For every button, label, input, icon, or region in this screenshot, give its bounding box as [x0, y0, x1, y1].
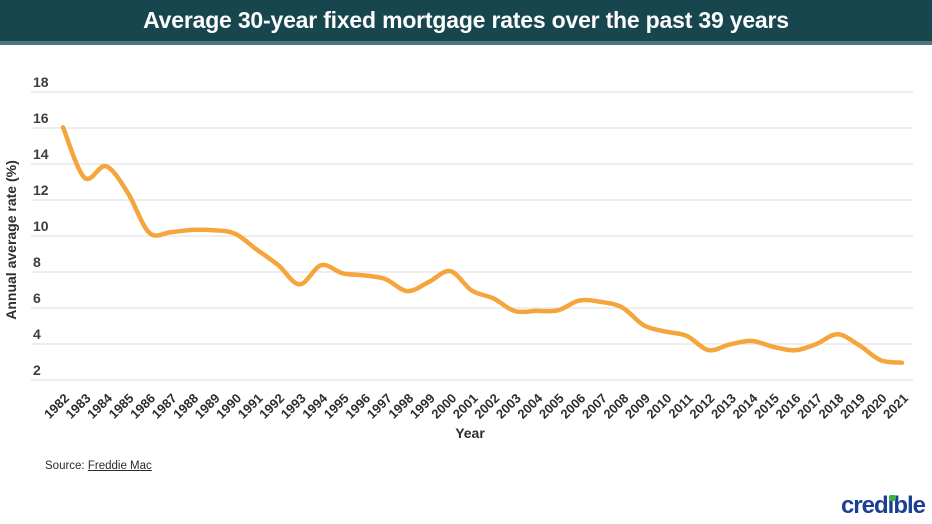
credible-logo: credible [840, 492, 926, 519]
svg-text:4: 4 [33, 326, 41, 342]
gridlines [31, 91, 913, 381]
svg-text:16: 16 [33, 110, 49, 126]
source-attribution: Source: Freddie Mac [45, 460, 152, 472]
svg-text:14: 14 [33, 146, 49, 162]
credible-logo-text: credible [840, 492, 926, 519]
svg-text:2021: 2021 [880, 391, 911, 422]
svg-text:18: 18 [33, 74, 49, 90]
credible-logo-green-dot-icon [888, 494, 896, 501]
source-prefix: Source: [45, 460, 85, 472]
y-axis-title: Annual average rate (%) [3, 160, 19, 320]
svg-text:8: 8 [33, 254, 41, 270]
svg-text:2: 2 [33, 362, 41, 378]
svg-text:10: 10 [33, 218, 49, 234]
svg-text:12: 12 [33, 182, 49, 198]
x-axis-tick-labels: 1982198319841985198619871988198919901991… [41, 390, 911, 422]
y-axis-tick-labels: 2 4 6 8 10 12 14 16 18 [33, 74, 49, 378]
x-axis-title: Year [455, 425, 485, 441]
source-link[interactable]: Freddie Mac [87, 460, 152, 472]
svg-text:6: 6 [33, 290, 41, 306]
page-title: Average 30-year fixed mortgage rates ove… [143, 7, 789, 33]
chart-title-bar: Average 30-year fixed mortgage rates ove… [0, 0, 932, 45]
rate-line-series [60, 125, 905, 365]
